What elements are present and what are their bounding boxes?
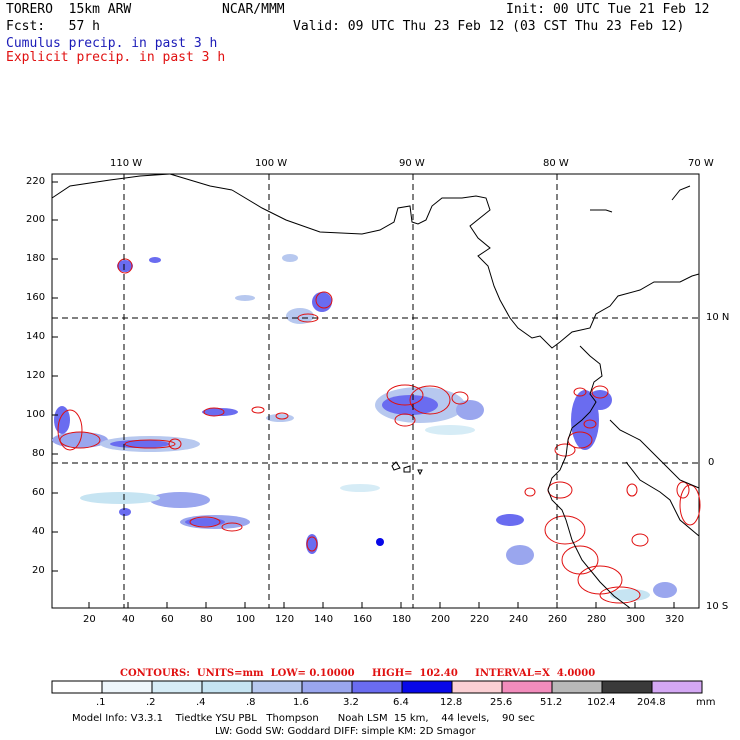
coastlines (51, 173, 700, 609)
y-tick: 220 (26, 176, 46, 187)
y-tick: 140 (26, 331, 46, 342)
y-tick: 120 (26, 370, 46, 381)
colorbar-swatch (551, 680, 603, 694)
x-tick: 300 (626, 614, 646, 625)
x-tick: 220 (470, 614, 490, 625)
model-info-line1: Model Info: V3.3.1 Tiedtke YSU PBL Thomp… (72, 713, 535, 724)
x-tick: 200 (431, 614, 451, 625)
colorbar-label: 6.4 (393, 697, 409, 708)
y-tick: 80 (32, 448, 45, 459)
y-tick: 40 (32, 526, 45, 537)
y-tick: 160 (26, 292, 46, 303)
x-tick: 160 (353, 614, 373, 625)
colorbar-label: 204.8 (637, 697, 666, 708)
lat-label-10s: 10 S (706, 601, 729, 612)
organization: NCAR/MMM (222, 2, 285, 17)
colorbar-swatch (301, 680, 353, 694)
colorbar-swatch (51, 680, 103, 694)
x-tick: 140 (314, 614, 334, 625)
x-tick: 20 (83, 614, 96, 625)
colorbar-swatch (601, 680, 653, 694)
colorbar-label: 3.2 (343, 697, 359, 708)
legend-explicit: Explicit precip. in past 3 h (6, 50, 226, 65)
x-tick: 100 (236, 614, 256, 625)
model-name: TORERO 15km ARW (6, 2, 132, 17)
colorbar-swatch (251, 680, 303, 694)
graticule (52, 174, 699, 608)
x-tick: 280 (587, 614, 607, 625)
x-tick: 180 (392, 614, 412, 625)
colorbar-swatch (501, 680, 553, 694)
forecast-hour: Fcst: 57 h (6, 19, 100, 34)
colorbar-label: 25.6 (490, 697, 513, 708)
valid-time: Valid: 09 UTC Thu 23 Feb 12 (03 CST Thu … (293, 19, 685, 34)
init-time: Init: 00 UTC Tue 21 Feb 12 (506, 2, 710, 17)
legend-cumulus: Cumulus precip. in past 3 h (6, 36, 218, 51)
colorbar-swatch (401, 680, 453, 694)
y-tick: 200 (26, 214, 46, 225)
model-info-line2: LW: Godd SW: Goddard DIFF: simple KM: 2D… (215, 726, 476, 737)
lon-label-80w: 80 W (543, 158, 569, 169)
lon-label-100w: 100 W (255, 158, 288, 169)
lon-label-110w: 110 W (110, 158, 143, 169)
colorbar-label: 102.4 (587, 697, 616, 708)
y-tick: 100 (26, 409, 46, 420)
colorbar-unit: mm (696, 697, 716, 708)
colorbar-swatch (351, 680, 403, 694)
x-tick: 240 (509, 614, 529, 625)
lat-label-10n: 10 N (706, 312, 730, 323)
axis-ticks (52, 181, 675, 608)
y-tick: 60 (32, 487, 45, 498)
lat-label-0: 0 (708, 457, 715, 468)
colorbar (51, 680, 703, 694)
colorbar-label: 12.8 (440, 697, 463, 708)
lon-label-90w: 90 W (399, 158, 425, 169)
colorbar-label: .4 (196, 697, 206, 708)
x-tick: 40 (122, 614, 135, 625)
colorbar-label: 1.6 (293, 697, 309, 708)
colorbar-label: .2 (146, 697, 156, 708)
contours-info: CONTOURS: UNITS=mm LOW= 0.10000 HIGH= 10… (120, 668, 596, 679)
colorbar-swatch (101, 680, 153, 694)
x-tick: 80 (200, 614, 213, 625)
colorbar-label: 51.2 (540, 697, 563, 708)
colorbar-swatch (651, 680, 703, 694)
x-tick: 320 (665, 614, 685, 625)
colorbar-swatch (201, 680, 253, 694)
colorbar-label: .1 (96, 697, 106, 708)
colorbar-label: .8 (246, 697, 256, 708)
y-tick: 180 (26, 253, 46, 264)
y-tick: 20 (32, 565, 45, 576)
x-tick: 260 (548, 614, 568, 625)
x-tick: 120 (275, 614, 295, 625)
x-tick: 60 (161, 614, 174, 625)
colorbar-swatch (451, 680, 503, 694)
colorbar-swatch (151, 680, 203, 694)
lon-label-70w: 70 W (688, 158, 714, 169)
